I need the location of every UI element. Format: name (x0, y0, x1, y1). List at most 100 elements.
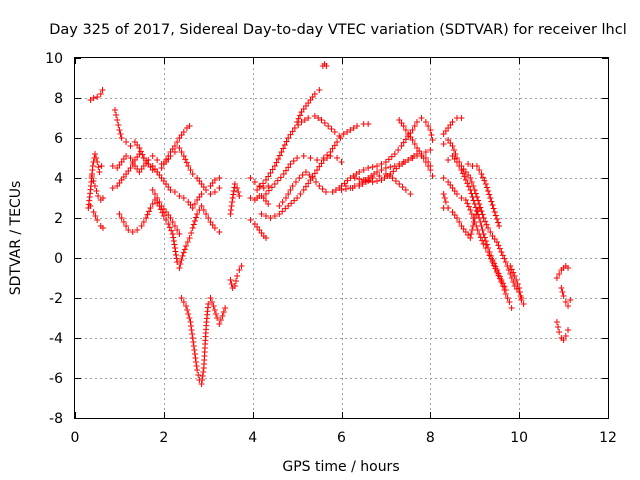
data-point (469, 194, 476, 200)
data-point (149, 167, 156, 173)
data-point (334, 139, 341, 145)
series-track-ag (507, 263, 527, 307)
data-point (91, 151, 98, 157)
data-point (247, 195, 254, 201)
data-point (297, 191, 304, 197)
data-point (190, 221, 197, 228)
data-point (365, 121, 372, 127)
data-point (186, 123, 193, 129)
data-point (219, 313, 226, 319)
data-point (123, 139, 130, 145)
data-point (467, 175, 474, 181)
data-point (292, 179, 299, 185)
data-point (365, 165, 372, 171)
data-point (496, 223, 503, 229)
data-point (483, 221, 490, 228)
data-point (318, 160, 325, 167)
data-point (160, 161, 167, 167)
data-point (211, 225, 218, 231)
data-point (216, 321, 223, 327)
data-point (154, 157, 161, 163)
y-tick-label: -6 (49, 371, 63, 387)
data-point (449, 143, 456, 149)
data-point (191, 218, 198, 224)
data-point (458, 195, 465, 201)
y-tick-label: 6 (54, 131, 63, 147)
series-track-r (294, 87, 323, 125)
data-point (113, 112, 120, 118)
data-point (429, 137, 436, 143)
data-point (387, 164, 394, 170)
data-point (194, 211, 201, 217)
series-track-m (247, 217, 269, 241)
data-point (268, 184, 275, 191)
plot-frame (74, 57, 609, 419)
data-point (228, 207, 235, 213)
data-point (188, 327, 195, 333)
data-point (199, 373, 206, 379)
data-point (187, 319, 194, 325)
data-point (323, 63, 330, 69)
data-point (195, 372, 202, 378)
data-point (174, 259, 181, 265)
data-point (99, 195, 106, 201)
data-point (502, 259, 509, 265)
data-point (485, 188, 492, 194)
y-tick-label: -4 (49, 331, 63, 347)
data-point (559, 289, 566, 295)
data-point (183, 303, 190, 309)
series-track-p (254, 121, 372, 201)
data-point (400, 123, 407, 129)
data-point (96, 169, 103, 175)
data-point (418, 115, 425, 121)
data-point (316, 163, 323, 170)
data-point (422, 119, 429, 125)
data-point (567, 297, 574, 303)
data-point (109, 163, 116, 169)
data-point (115, 122, 122, 128)
data-point (167, 187, 174, 193)
data-point (136, 145, 143, 151)
data-point (149, 153, 156, 159)
data-point (176, 145, 183, 151)
data-point (163, 217, 170, 223)
data-point (374, 163, 381, 169)
y-tick-label: 0 (54, 251, 63, 267)
data-point (513, 277, 520, 283)
data-point (402, 136, 409, 143)
data-point (476, 215, 483, 221)
data-point (510, 269, 517, 276)
series-track-q (254, 113, 343, 193)
data-point (183, 243, 190, 249)
data-point (501, 283, 508, 290)
data-point (114, 117, 121, 123)
data-point (172, 248, 179, 255)
y-tick-label: -2 (49, 291, 63, 307)
data-point (92, 213, 99, 219)
series-track-l (227, 263, 245, 291)
data-point (487, 229, 494, 235)
data-point (344, 177, 351, 184)
data-point (485, 225, 492, 231)
data-point (254, 195, 261, 201)
data-point (180, 153, 187, 159)
data-point (205, 301, 212, 307)
data-point (427, 167, 434, 173)
data-point (489, 257, 496, 263)
data-point (453, 159, 460, 165)
data-point (495, 219, 502, 226)
data-point (391, 151, 398, 157)
data-point (490, 205, 497, 212)
data-point (516, 285, 523, 291)
data-point (369, 179, 376, 185)
data-point (277, 174, 284, 181)
data-point (329, 145, 336, 152)
data-point (315, 115, 322, 121)
data-point (171, 241, 178, 248)
data-point (200, 207, 207, 213)
data-point (95, 193, 102, 199)
data-point (316, 183, 323, 189)
data-point (477, 219, 484, 225)
data-point (260, 185, 267, 191)
